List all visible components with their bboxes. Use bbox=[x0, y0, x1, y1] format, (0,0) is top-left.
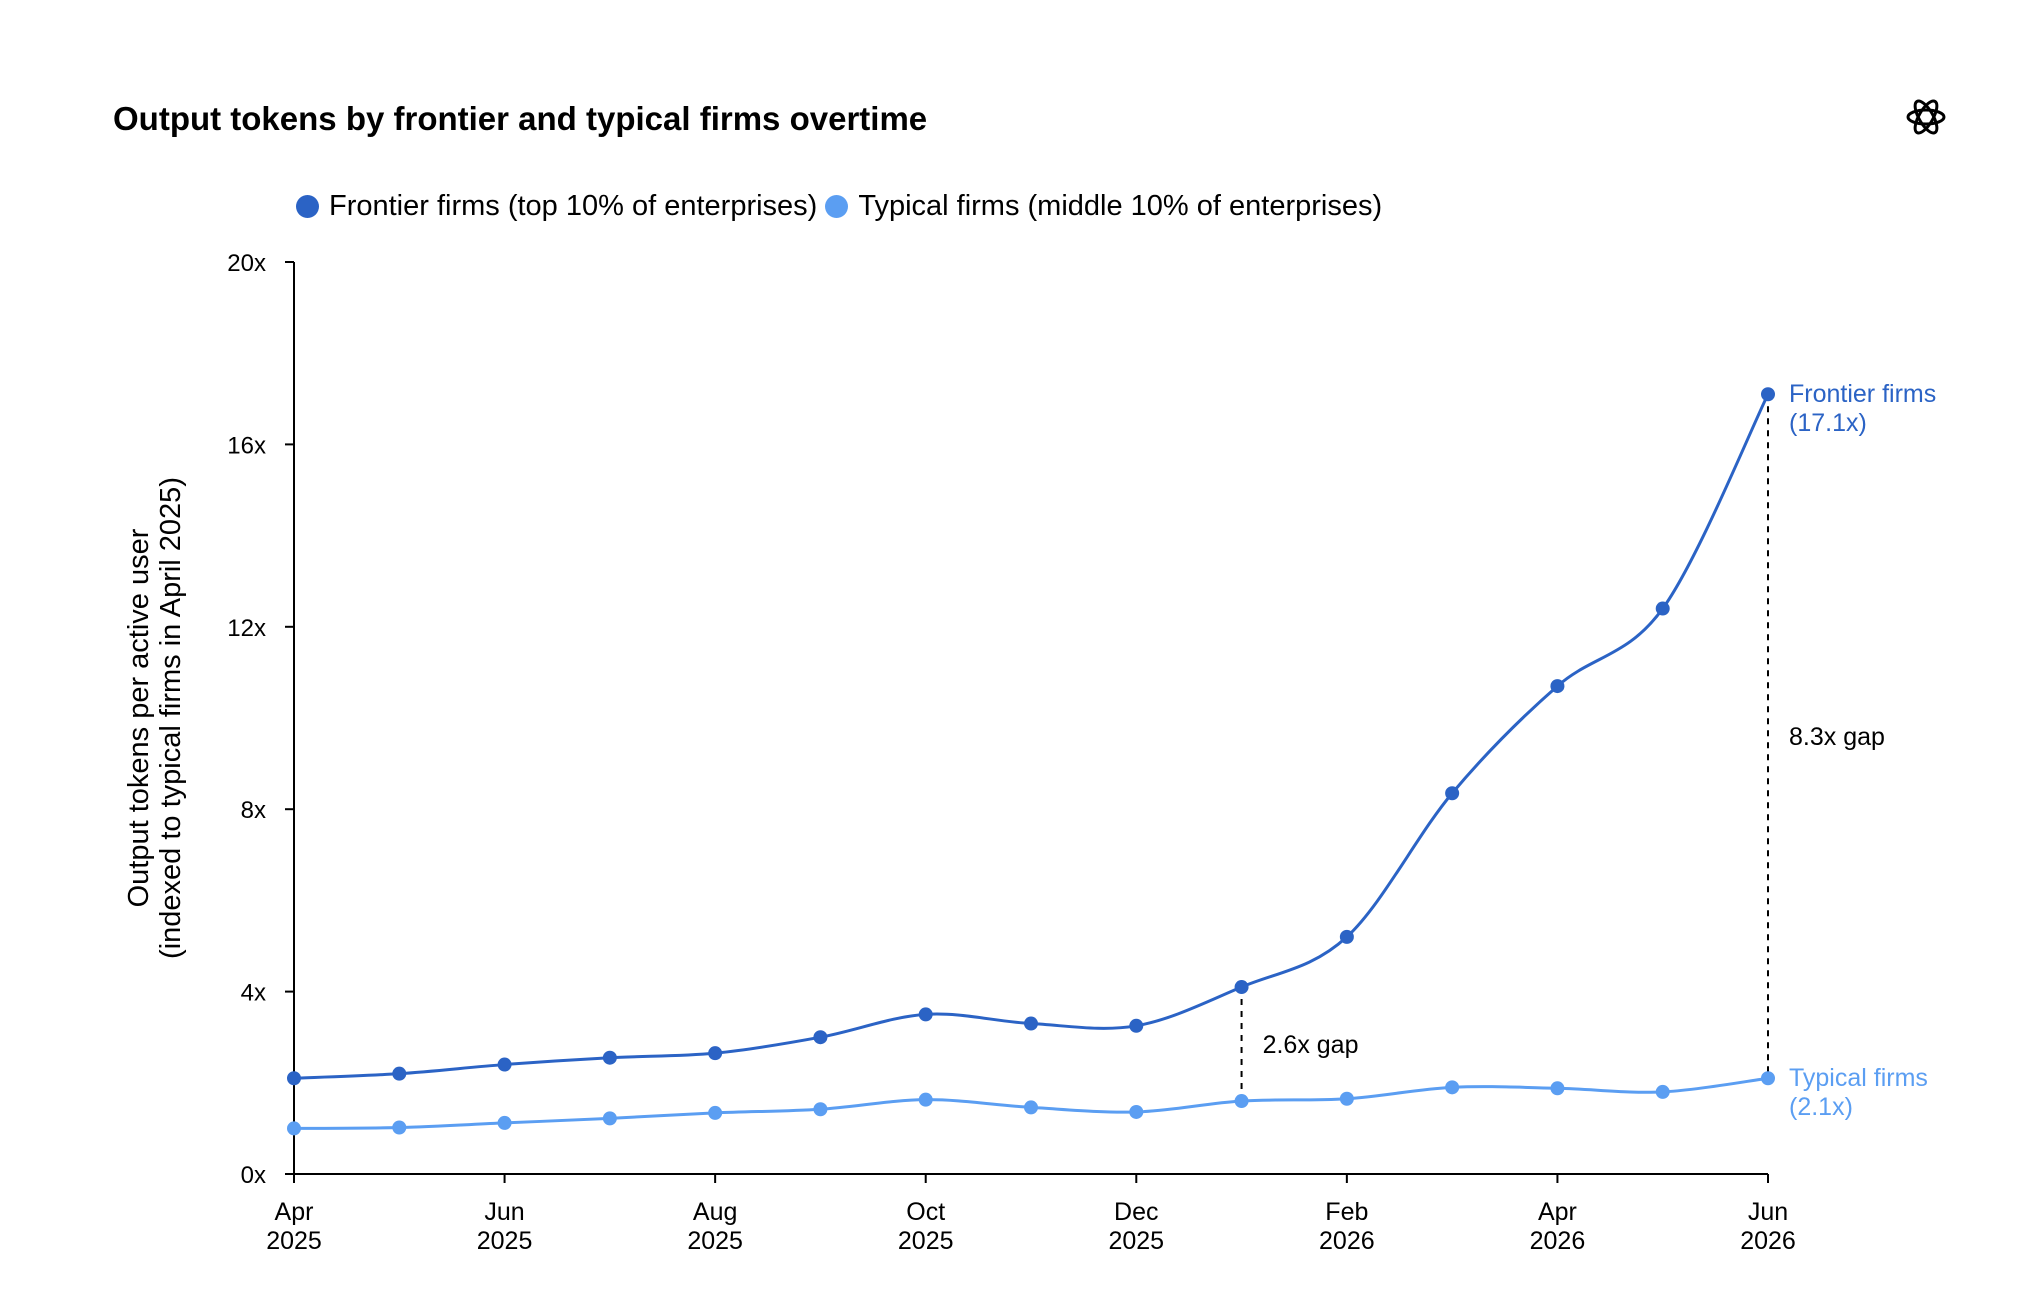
x-tick-label-year: 2025 bbox=[687, 1227, 743, 1255]
legend-swatch-frontier bbox=[296, 195, 319, 218]
data-point-typical bbox=[1550, 1081, 1565, 1096]
data-point-frontier bbox=[602, 1050, 617, 1065]
y-axis-label: Output tokens per active user(indexed to… bbox=[123, 477, 187, 959]
legend-swatch-typical bbox=[825, 195, 849, 218]
series-line-frontier bbox=[293, 393, 1770, 1080]
x-tick-label-month: Dec bbox=[1114, 1198, 1158, 1226]
data-point-frontier bbox=[1339, 929, 1354, 944]
x-tick-label-month: Jun bbox=[484, 1198, 524, 1226]
x-tick-label-year: 2025 bbox=[1108, 1227, 1164, 1255]
data-point-frontier bbox=[1550, 679, 1565, 694]
y-tick-label: 16x bbox=[227, 432, 266, 459]
data-point-typical bbox=[1445, 1080, 1460, 1095]
x-tick-label-year: 2025 bbox=[898, 1227, 954, 1255]
data-point-typical bbox=[1655, 1084, 1670, 1099]
x-tick-label-month: Oct bbox=[906, 1198, 945, 1226]
end-label-typical: Typical firms bbox=[1789, 1064, 1928, 1092]
chart-title: Output tokens by frontier and typical fi… bbox=[113, 100, 928, 137]
data-point-frontier bbox=[1234, 980, 1249, 995]
gap-annotation-label: 8.3x gap bbox=[1789, 723, 1885, 751]
data-point-frontier bbox=[918, 1007, 933, 1022]
data-point-typical bbox=[1129, 1104, 1144, 1119]
x-tick-label-month: Jun bbox=[1748, 1198, 1788, 1226]
x-tick-label-year: 2026 bbox=[1319, 1227, 1375, 1255]
x-tick-label-month: Apr bbox=[1538, 1198, 1577, 1226]
gap-annotation-label: 2.6x gap bbox=[1263, 1031, 1359, 1059]
end-label-typical: (2.1x) bbox=[1789, 1093, 1853, 1121]
data-point-typical bbox=[497, 1115, 512, 1130]
x-tick-label-year: 2026 bbox=[1740, 1227, 1796, 1255]
y-axis-label-line: (indexed to typical firms in April 2025) bbox=[155, 477, 187, 959]
data-point-typical bbox=[918, 1092, 933, 1107]
data-point-typical bbox=[708, 1105, 723, 1120]
data-point-typical bbox=[287, 1121, 301, 1136]
data-point-frontier bbox=[1024, 1016, 1038, 1031]
data-point-frontier bbox=[1129, 1018, 1144, 1033]
x-tick-label-month: Aug bbox=[693, 1198, 737, 1226]
legend: Frontier firms (top 10% of enterprises) … bbox=[296, 190, 1390, 223]
end-label-frontier: Frontier firms bbox=[1789, 380, 1936, 408]
data-point-typical bbox=[1234, 1094, 1249, 1109]
y-axis-label-line: Output tokens per active user bbox=[123, 528, 155, 907]
legend-item-frontier: Frontier firms (top 10% of enterprises) bbox=[296, 190, 817, 223]
data-point-typical bbox=[392, 1120, 407, 1135]
end-label-frontier: (17.1x) bbox=[1789, 409, 1867, 437]
data-point-typical bbox=[1024, 1100, 1038, 1115]
x-tick-label-month: Apr bbox=[275, 1198, 314, 1226]
data-point-frontier bbox=[287, 1071, 301, 1086]
data-point-typical bbox=[1339, 1091, 1354, 1106]
y-tick-label: 0x bbox=[241, 1162, 266, 1189]
x-tick-label-year: 2025 bbox=[266, 1227, 322, 1255]
data-point-frontier bbox=[813, 1030, 828, 1045]
data-point-typical bbox=[813, 1102, 828, 1117]
y-tick-label: 4x bbox=[241, 980, 266, 1007]
x-tick-label-year: 2026 bbox=[1530, 1227, 1586, 1255]
data-point-frontier bbox=[392, 1066, 407, 1081]
data-point-frontier bbox=[1655, 601, 1670, 616]
x-tick-label-year: 2025 bbox=[477, 1227, 533, 1255]
legend-label-frontier: Frontier firms (top 10% of enterprises) bbox=[329, 190, 818, 222]
data-point-typical bbox=[602, 1111, 617, 1126]
openai-logo-icon bbox=[1906, 99, 1946, 135]
data-point-frontier bbox=[708, 1046, 723, 1061]
legend-item-typical: Typical firms (middle 10% of enterprises… bbox=[825, 190, 1382, 223]
data-point-frontier bbox=[1761, 387, 1775, 402]
data-point-typical bbox=[1761, 1071, 1775, 1086]
y-tick-label: 12x bbox=[227, 615, 266, 642]
y-tick-label: 8x bbox=[241, 797, 266, 824]
data-point-frontier bbox=[497, 1057, 512, 1072]
y-tick-label: 20x bbox=[227, 250, 266, 277]
legend-label-typical: Typical firms (middle 10% of enterprises… bbox=[858, 190, 1383, 222]
data-point-frontier bbox=[1445, 786, 1460, 801]
x-tick-label-month: Feb bbox=[1325, 1198, 1368, 1226]
